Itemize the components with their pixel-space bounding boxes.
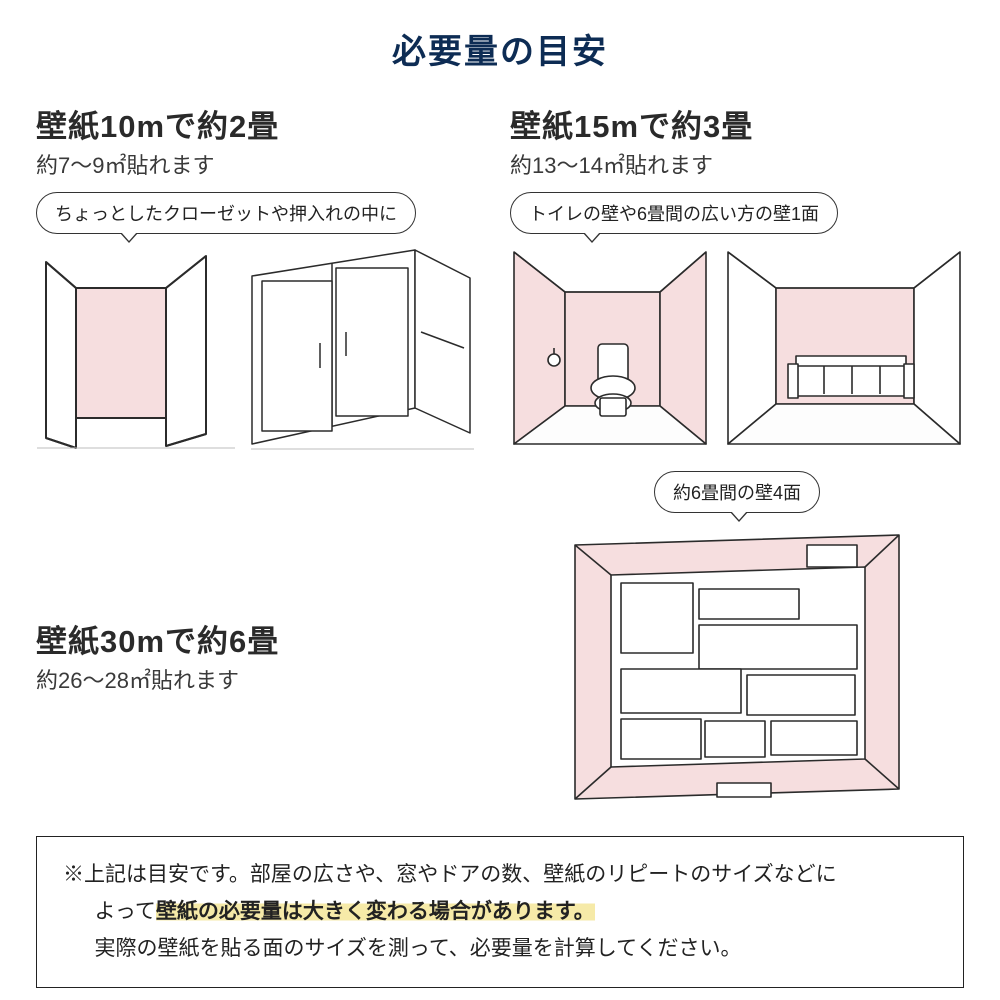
closet-open-icon bbox=[36, 248, 236, 453]
closet-sliding-icon bbox=[250, 248, 475, 453]
bubble-10m: ちょっとしたクローゼットや押入れの中に bbox=[36, 192, 416, 234]
cell-30m-text: 壁紙30mで約6畳 約26～28㎡貼れます bbox=[36, 471, 484, 812]
note-line3: 実際の壁紙を貼る面のサイズを測って、必要量を計算してください。 bbox=[63, 931, 937, 968]
cell-10m: 壁紙10mで約2畳 約7～9㎡貼れます ちょっとしたクローゼットや押入れの中に bbox=[36, 101, 484, 453]
page-title: 必要量の目安 bbox=[36, 24, 964, 73]
note-box: ※上記は目安です。部屋の広さや、窓やドアの数、壁紙のリピートのサイズなどに よっ… bbox=[36, 836, 964, 988]
illus-row-10m bbox=[36, 248, 484, 453]
illus-row-15m bbox=[510, 248, 964, 448]
content-grid: 壁紙10mで約2畳 約7～9㎡貼れます ちょっとしたクローゼットや押入れの中に bbox=[36, 101, 964, 812]
bubble-30m: 約6畳間の壁4面 bbox=[654, 471, 820, 513]
sub-15m: 約13～14㎡貼れます bbox=[510, 148, 964, 180]
cell-30m-illus: 約6畳間の壁4面 bbox=[510, 471, 964, 812]
sub-10m: 約7～9㎡貼れます bbox=[36, 148, 484, 180]
sub-30m: 約26～28㎡貼れます bbox=[36, 663, 484, 695]
note-line2a: よって bbox=[95, 900, 156, 923]
cell-15m: 壁紙15mで約3畳 約13～14㎡貼れます トイレの壁や6畳間の広い方の壁1面 bbox=[510, 101, 964, 453]
room-topview-icon bbox=[567, 527, 907, 807]
note-line1: ※上記は目安です。部屋の広さや、窓やドアの数、壁紙のリピートのサイズなどに bbox=[63, 863, 837, 886]
heading-10m: 壁紙10mで約2畳 bbox=[36, 101, 484, 146]
room-onewall-icon bbox=[724, 248, 964, 448]
toilet-room-icon bbox=[510, 248, 710, 448]
note-line2: よって壁紙の必要量は大きく変わる場合があります。 bbox=[63, 894, 937, 931]
heading-30m: 壁紙30mで約6畳 bbox=[36, 616, 484, 661]
bubble-15m: トイレの壁や6畳間の広い方の壁1面 bbox=[510, 192, 838, 234]
page-root: 必要量の目安 壁紙10mで約2畳 約7～9㎡貼れます ちょっとしたクローゼットや… bbox=[0, 0, 1000, 1000]
heading-15m: 壁紙15mで約3畳 bbox=[510, 101, 964, 146]
note-highlight: 壁紙の必要量は大きく変わる場合があります。 bbox=[156, 900, 595, 923]
